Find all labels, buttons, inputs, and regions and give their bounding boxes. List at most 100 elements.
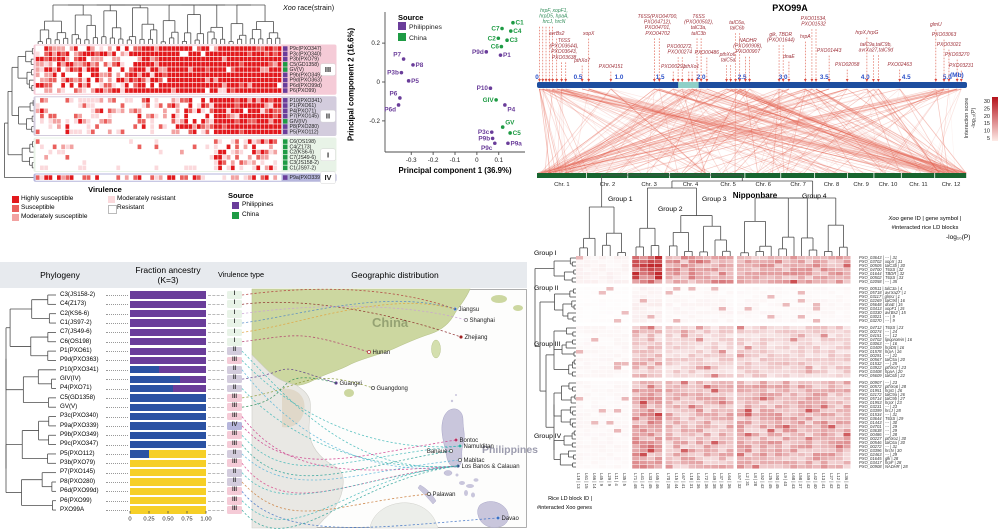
phylo-strain-label: C3(JS158-2) xyxy=(60,290,96,298)
gene-label: PXO01443 xyxy=(817,48,842,54)
gene-label: PXO00291 xyxy=(661,64,686,70)
gene-row-label: PXO_05714 | talC9b | 27 xyxy=(859,396,905,402)
pca-ylabel: Principal component 2 (16.6%) xyxy=(346,27,356,142)
strain-label: P7(PXO145) xyxy=(290,114,320,120)
gene-label: talC9a,talC9b, xyxy=(860,42,892,48)
ld-block-label: L58 | 37 xyxy=(798,473,804,489)
panel-phylogeny-map: Phylogeny Fraction ancestry (K=3) Virulence… xyxy=(0,245,538,532)
phylo-strain-label: P6(PXO99) xyxy=(60,496,92,504)
pca-point-label: P7 xyxy=(393,52,401,59)
interaction-legend-line2: -log₁₀(P) xyxy=(971,107,977,129)
ancestry-axis: 0 0.25 0.50 0.75 1.00 xyxy=(128,511,212,523)
svg-text:IV: IV xyxy=(324,173,331,182)
map-location-label: Hunan xyxy=(373,350,391,356)
svg-text:1.5: 1.5 xyxy=(656,74,665,81)
virulence-type-chip: III xyxy=(227,506,242,514)
row-group-label: Group I xyxy=(534,250,557,257)
country-label: Philippines xyxy=(482,444,538,456)
pca-point-label: P10 xyxy=(477,85,489,92)
ancestry-bar-segment xyxy=(130,422,206,430)
leader-line xyxy=(106,388,128,390)
leader-line xyxy=(208,397,224,399)
gene-label: (PXO00502), xyxy=(684,20,713,26)
gene-row-label: PXO_03396 | hrcN | 30 xyxy=(859,448,902,454)
svg-text:Philippines: Philippines xyxy=(409,24,442,31)
gene-label: talC3b xyxy=(691,31,706,37)
leader-line xyxy=(106,323,128,325)
virulence-type-chip: III xyxy=(227,431,242,440)
gene-row-label: PXO_02172 | talC9a | 26 xyxy=(859,392,905,398)
pca-point-label: GV xyxy=(505,120,515,127)
strain-label: C7(JS49-6) xyxy=(290,155,317,161)
map-location-label: Namulditan xyxy=(464,444,494,450)
phylo-strain-label: P1(PXO61) xyxy=(60,346,92,354)
legend-swatch xyxy=(232,212,239,219)
leader-line xyxy=(106,425,128,427)
ancestry-bar-segment xyxy=(130,403,206,411)
leader-line xyxy=(208,500,224,502)
svg-text:-0.1: -0.1 xyxy=(450,157,461,164)
leader-line xyxy=(208,313,224,315)
leader-line xyxy=(208,379,224,381)
leader-line xyxy=(106,435,128,437)
phylo-strain-label: P5(PXO112) xyxy=(60,449,95,457)
svg-text:4.5: 4.5 xyxy=(902,74,911,81)
leader-line xyxy=(106,453,128,455)
leader-line xyxy=(106,313,128,315)
genome-title: PXO99A xyxy=(772,3,808,13)
pca-point-label: P5 xyxy=(411,78,419,85)
virulence-type-chip: III xyxy=(227,496,242,505)
leader-line xyxy=(208,360,224,362)
leader-line xyxy=(106,416,128,418)
phylo-strain-label: GV(V) xyxy=(60,403,78,410)
strain-label: P1(PXO61) xyxy=(290,103,317,109)
svg-text:1.0: 1.0 xyxy=(615,74,624,81)
svg-text:Chr. 8: Chr. 8 xyxy=(824,182,839,188)
col-group-label: Group 4 xyxy=(802,193,827,200)
strain-label: P6(PXO99) xyxy=(290,88,317,94)
pca-point-label: C4 xyxy=(513,28,522,35)
ld-block-label: L61 | 15 xyxy=(584,473,589,489)
phylo-strain-label: P10(PXO341) xyxy=(60,365,99,373)
ld-block-label: L15 | 44 xyxy=(673,473,679,489)
col-group-label: Group 3 xyxy=(702,196,727,203)
svg-text:Chr. 11: Chr. 11 xyxy=(909,182,927,188)
column-dendrogram xyxy=(37,4,281,44)
ld-block-label: L29 | 9 xyxy=(606,473,612,487)
pca-legend-title: Source xyxy=(398,13,424,22)
ld-header: Xoo gene ID | gene symbol | xyxy=(855,216,995,222)
ld-block-label: L66 | 14 xyxy=(591,473,597,489)
gene-row-label: PXO_03021 | --- | 9 xyxy=(859,314,895,320)
leader-line xyxy=(106,360,128,362)
gene-label: PXO02463 xyxy=(887,62,912,68)
svg-text:0: 0 xyxy=(128,517,131,523)
leader-line xyxy=(208,351,224,353)
svg-text:Chr. 5: Chr. 5 xyxy=(720,182,735,188)
ld-block-label: L27 | 42 xyxy=(828,473,834,489)
ancestry-bar-segment xyxy=(130,441,206,449)
virulence-type-chip: II xyxy=(227,478,242,486)
pca-point-label: C7 xyxy=(491,26,500,33)
phylo-strain-label: P3b(PXO79) xyxy=(60,459,96,467)
pca-point-label: C5 xyxy=(513,130,522,137)
ancestry-bar-segment xyxy=(130,291,206,299)
svg-text:0.75: 0.75 xyxy=(181,517,192,523)
gene-label: hrpD5, hpaA, xyxy=(539,14,568,20)
ld-row-dendrogram xyxy=(534,257,576,468)
gene-row-label: PXO_04700 | T6SS | 32 xyxy=(859,267,904,273)
leader-line xyxy=(106,407,128,409)
panel-ld-heatmap: Group 1 Group 2 Group 3 Group 4 Group I Group… xyxy=(530,160,1000,532)
virulence-type-chip: I xyxy=(227,309,242,318)
ancestry-bar-segment xyxy=(130,394,206,402)
virulence-heatmap-title: Xoo race(strain) xyxy=(283,3,334,12)
gene-label: PXO03021 xyxy=(937,42,962,48)
pca-point-label: P9d xyxy=(472,49,484,56)
svg-text:0: 0 xyxy=(535,74,539,81)
ancestry-bar-segment xyxy=(130,375,181,383)
svg-text:5.0: 5.0 xyxy=(943,74,952,81)
gene-row-label: PXO_05609 | talC6b | 22 xyxy=(859,373,905,379)
virulence-type-chip: I xyxy=(227,319,242,327)
phylo-strain-label: P9b(PXO349) xyxy=(60,431,99,439)
gene-row-label: PXO_00227 | pthXo1 | 30 xyxy=(859,436,907,442)
strain-location-links xyxy=(241,288,499,529)
